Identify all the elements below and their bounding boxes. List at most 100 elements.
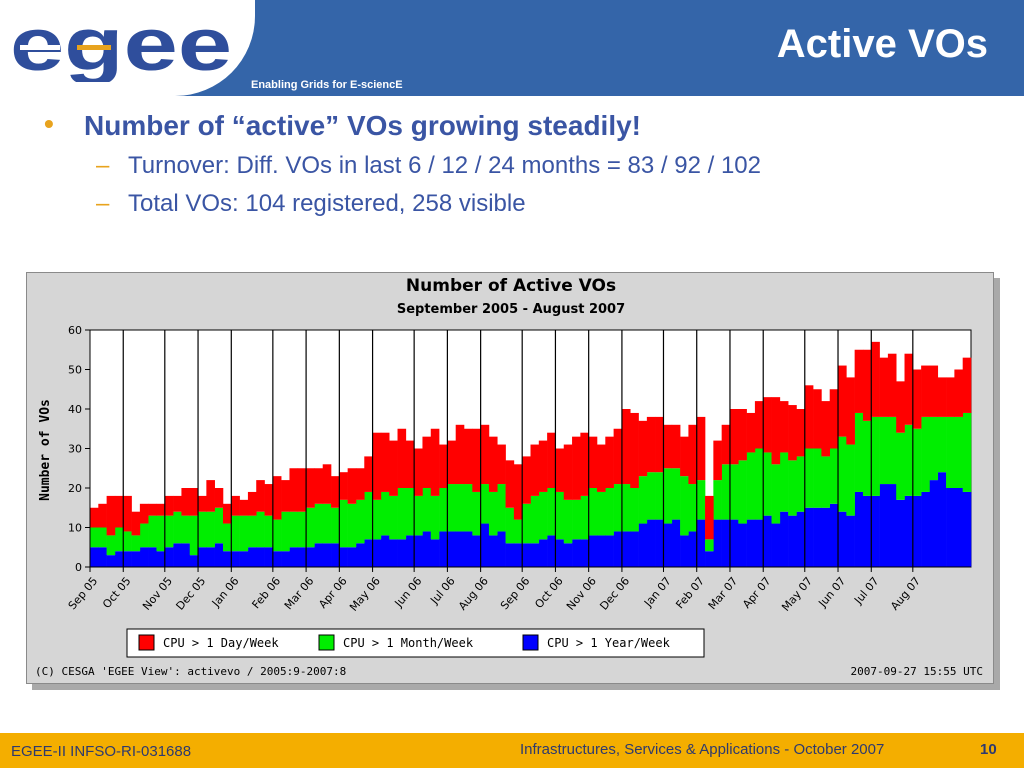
bar-segment (464, 531, 473, 567)
bar-segment (588, 436, 598, 488)
bar-segment (522, 503, 531, 544)
bar-segment (297, 468, 307, 512)
bar-segment (838, 365, 847, 437)
bar-segment (139, 523, 149, 548)
bar-segment (804, 448, 814, 508)
chart-panel: Number of Active VOs September 2005 - Au… (26, 272, 994, 684)
bar-segment (862, 349, 872, 421)
bar-segment (123, 551, 132, 567)
bar-segment (98, 547, 107, 567)
bar-segment (763, 397, 772, 453)
bar-segment (139, 547, 149, 567)
bar-segment (405, 488, 415, 536)
bar-segment (497, 531, 506, 567)
bar-segment (572, 539, 581, 567)
x-tick-label: Apr 07 (740, 575, 773, 611)
bar-segment (821, 507, 831, 567)
bar-segment (596, 535, 606, 567)
chart-timestamp: 2007-09-27 15:55 UTC (851, 665, 983, 678)
bar-segment (705, 551, 714, 567)
footer-event: Infrastructures, Services & Applications… (520, 741, 885, 758)
y-tick-label: 10 (68, 522, 82, 535)
bar-segment (206, 511, 215, 548)
bar-segment (588, 488, 598, 536)
bar-segment (173, 543, 182, 567)
bar-segment (838, 436, 847, 512)
chart-title: Number of Active VOs (406, 276, 616, 296)
bar-segment (106, 535, 116, 556)
bar-segment (580, 539, 589, 567)
bar-segment (638, 523, 648, 567)
bar-segment (164, 495, 174, 516)
x-tick-label: Dec 05 (173, 575, 208, 613)
bar-segment (389, 440, 398, 496)
bar-segment (954, 488, 963, 567)
bar-segment (422, 436, 432, 488)
bar-segment (613, 484, 623, 532)
bar-segment (929, 416, 939, 481)
bar-segment (347, 468, 357, 504)
bar-segment (164, 547, 174, 567)
bar-segment (646, 472, 656, 520)
legend-label: CPU > 1 Month/Week (343, 636, 474, 650)
bar-segment (206, 547, 215, 567)
bar-segment (198, 511, 207, 548)
bar-segment (380, 491, 390, 536)
bar-segment (281, 480, 290, 512)
bar-segment (281, 511, 290, 552)
bar-segment (671, 468, 681, 520)
chart-copyright: (C) CESGA 'EGEE View': activevo / 2005:9… (35, 665, 346, 678)
bar-segment (389, 495, 398, 540)
bar-segment (829, 389, 839, 449)
x-tick-label: Mar 07 (706, 575, 741, 613)
bullet-dash: – (96, 152, 110, 179)
bar-segment (547, 535, 556, 567)
bullet-sub-1: – Turnover: Diff. VOs in last 6 / 12 / 2… (44, 152, 761, 180)
bar-segment (688, 531, 698, 567)
y-tick-label: 40 (68, 403, 82, 416)
bar-segment (696, 519, 706, 567)
bar-segment (397, 428, 407, 488)
bar-segment (530, 543, 540, 567)
bar-segment (264, 547, 274, 567)
bar-segment (347, 503, 357, 548)
bar-segment (405, 535, 415, 567)
x-tick-label: Aug 07 (888, 575, 923, 613)
legend-box (126, 628, 705, 658)
bar-segment (455, 484, 465, 532)
bar-segment (455, 531, 465, 567)
bar-segment (355, 499, 365, 544)
bar-segment (538, 491, 548, 540)
bar-segment (738, 460, 747, 524)
bar-segment (680, 436, 689, 477)
bar-segment (422, 531, 432, 567)
bar-segment (164, 515, 174, 548)
bar-segment (513, 543, 523, 567)
bar-segment (439, 488, 448, 532)
x-tick-label: Apr 06 (316, 575, 349, 611)
bar-segment (547, 432, 556, 488)
x-tick-label: May 07 (779, 575, 815, 614)
bar-segment (896, 499, 905, 567)
bar-segment (189, 488, 199, 516)
bar-segment (131, 551, 141, 567)
bar-segment (114, 551, 124, 567)
bar-segment (397, 488, 407, 540)
bar-segment (505, 507, 515, 544)
bar-segment (804, 385, 814, 449)
bar-segment (106, 555, 116, 567)
legend-swatch (138, 634, 155, 651)
bar-segment (946, 377, 955, 417)
bar-segment (729, 409, 739, 465)
x-tick-label: Nov 06 (564, 575, 599, 613)
bar-segment (322, 464, 332, 504)
bar-segment (289, 511, 299, 548)
bar-segment (114, 527, 124, 552)
bar-segment (879, 416, 889, 485)
logo-panel: egee (0, 0, 255, 96)
bar-segment (854, 349, 864, 413)
chart-subtitle: September 2005 - August 2007 (397, 302, 625, 317)
bar-segment (422, 488, 432, 532)
bar-segment (497, 444, 506, 485)
bar-segment (563, 543, 573, 567)
